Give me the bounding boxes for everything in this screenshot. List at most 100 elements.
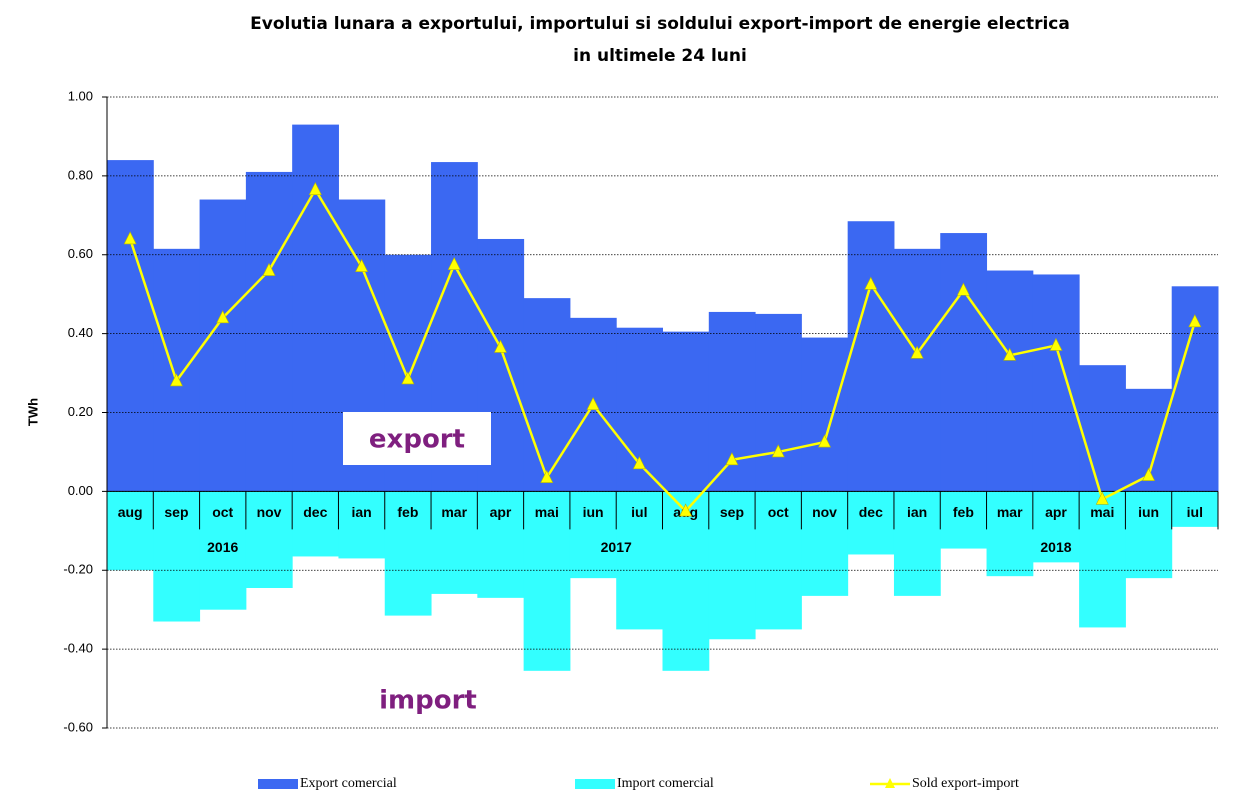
bar — [940, 491, 988, 549]
bar — [1079, 491, 1126, 628]
year-label: 2016 — [207, 539, 238, 555]
bar — [755, 313, 802, 492]
x-tick-label: sep — [164, 504, 188, 520]
bar — [1125, 491, 1173, 579]
y-tick-label: 0.00 — [68, 483, 93, 498]
marker — [540, 469, 554, 483]
bar — [245, 491, 293, 588]
bar — [199, 199, 247, 492]
x-tick-label: nov — [257, 504, 282, 520]
bar — [847, 221, 895, 492]
legend-label: Import comercial — [617, 776, 714, 791]
bar — [986, 491, 1034, 577]
bar — [616, 491, 663, 630]
marker — [1095, 491, 1109, 505]
bar — [893, 491, 941, 596]
bar — [292, 491, 339, 557]
bar — [801, 337, 849, 492]
legend-label: Sold export-import — [912, 776, 1019, 791]
x-tick-label: aug — [118, 504, 143, 520]
bar — [1079, 365, 1126, 492]
bar — [107, 160, 154, 492]
marker — [123, 231, 137, 245]
marker — [864, 276, 878, 290]
x-tick-label: iun — [583, 504, 604, 520]
marker — [355, 258, 369, 272]
marker — [493, 339, 507, 353]
y-tick-label: -0.40 — [63, 641, 93, 656]
x-tick-label: feb — [397, 504, 418, 520]
line — [128, 187, 1197, 513]
bar — [431, 491, 478, 594]
marker — [1188, 314, 1202, 328]
marker — [586, 396, 600, 410]
bar — [199, 491, 247, 610]
bar — [1032, 274, 1080, 492]
legend-label: Export comercial — [300, 776, 397, 791]
marker — [216, 310, 230, 324]
bar — [523, 491, 571, 671]
marker — [632, 456, 646, 470]
y-tick-label: -0.60 — [63, 719, 93, 734]
marker — [956, 282, 970, 296]
x-tick-label: nov — [812, 504, 837, 520]
bar — [384, 491, 432, 616]
bar — [847, 491, 895, 555]
bar — [708, 491, 756, 640]
marker — [725, 452, 739, 466]
marker — [447, 256, 461, 270]
legend-swatch — [885, 778, 895, 788]
x-tick-label: feb — [953, 504, 974, 520]
bar — [107, 491, 154, 571]
bar — [893, 248, 941, 492]
chart-title: in ultimele 24 luni — [573, 46, 747, 66]
x-tick-label: iul — [1187, 504, 1203, 520]
marker — [1049, 337, 1063, 351]
bar — [1171, 491, 1219, 527]
x-tick-label: apr — [490, 504, 512, 520]
chart-title: Evolutia lunara a exportului, importului… — [250, 14, 1070, 34]
marker — [818, 434, 832, 448]
bar — [662, 491, 710, 671]
x-tick-label: dec — [303, 504, 327, 520]
bar — [801, 491, 849, 596]
y-tick-label: 1.00 — [68, 88, 93, 103]
y-tick-label: 0.60 — [68, 246, 93, 261]
marker — [910, 345, 924, 359]
marker — [1142, 467, 1156, 481]
x-tick-label: mar — [997, 504, 1023, 520]
year-label: 2017 — [601, 539, 632, 555]
x-tick-label: dec — [859, 504, 883, 520]
bar — [477, 491, 525, 598]
bar — [153, 491, 201, 622]
y-axis-label: TWh — [25, 398, 40, 426]
x-tick-label: iul — [631, 504, 647, 520]
bar — [245, 171, 293, 492]
x-tick-label: mar — [441, 504, 467, 520]
annotation: import — [379, 686, 477, 716]
marker — [679, 503, 693, 517]
x-tick-label: apr — [1045, 504, 1067, 520]
marker — [169, 373, 183, 387]
x-tick-label: ian — [351, 504, 371, 520]
bar — [986, 270, 1034, 492]
marker — [401, 371, 415, 385]
marker — [262, 262, 276, 276]
x-tick-label: mai — [1090, 504, 1114, 520]
bar — [940, 233, 988, 492]
legend-swatch — [575, 779, 615, 789]
x-tick-label: sep — [720, 504, 744, 520]
bar — [662, 331, 710, 492]
bar — [523, 298, 571, 492]
x-tick-label: oct — [768, 504, 789, 520]
marker — [308, 182, 322, 195]
annotation: export — [369, 425, 465, 455]
marker — [1003, 347, 1017, 361]
x-tick-label: iun — [1138, 504, 1159, 520]
annotation-box — [343, 412, 491, 465]
marker — [771, 444, 785, 458]
bar — [338, 491, 386, 559]
x-tick-label: mai — [535, 504, 559, 520]
year-label: 2018 — [1040, 539, 1071, 555]
